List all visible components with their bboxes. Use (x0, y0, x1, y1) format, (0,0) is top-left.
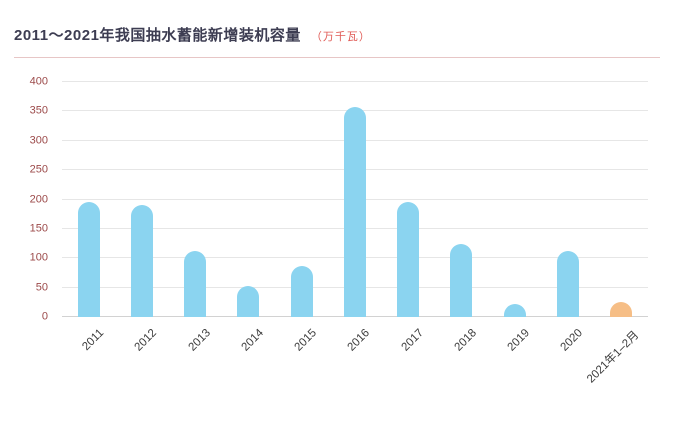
x-label-slot: 2021年1–2月 (584, 317, 648, 402)
bar-slot (382, 82, 435, 317)
unit-label: （万千瓦） (310, 31, 371, 43)
y-axis-tick-label: 200 (29, 193, 48, 205)
x-axis-tick-label: 2013 (186, 327, 213, 354)
chart-title: 2011～2021年我国抽水蓄能新增装机容量 (14, 27, 301, 44)
y-axis-tick-label: 150 (29, 222, 48, 235)
x-axis-tick-label: 2011 (80, 327, 107, 353)
y-axis-tick-label: 350 (29, 104, 48, 117)
y-axis-tick-label: 0 (41, 310, 48, 323)
bar-slot (115, 82, 168, 317)
bar-slot (488, 82, 541, 317)
chart-header: 2011～2021年我国抽水蓄能新增装机容量 （万千瓦） (0, 0, 674, 57)
bars-container (62, 82, 648, 317)
bar-slot (275, 82, 328, 317)
x-label-slot: 2011 (62, 317, 115, 402)
bar-2020 (557, 250, 580, 317)
y-axis-tick-label: 250 (29, 163, 48, 176)
bar-slot (541, 82, 594, 317)
bar-slot (435, 82, 488, 317)
x-axis-tick-label: 2019 (505, 327, 533, 354)
bar-slot (222, 82, 275, 317)
x-axis-tick-label: 2018 (452, 327, 479, 354)
x-axis-tick-label: 2020 (558, 327, 586, 354)
bar-slot (328, 82, 381, 317)
bar-slot (62, 82, 115, 317)
x-label-slot: 2018 (435, 317, 488, 402)
x-label-slot: 2019 (488, 317, 541, 402)
bar-2012 (130, 205, 153, 317)
title-divider (14, 57, 660, 58)
x-label-slot: 2016 (328, 317, 381, 402)
bar-2017 (397, 201, 420, 317)
x-axis-tick-label: 2015 (292, 327, 320, 354)
x-axis-tick-label: 2016 (345, 327, 373, 354)
x-label-slot: 2012 (115, 317, 168, 402)
y-axis-tick-label: 400 (29, 75, 48, 88)
bar-slot (169, 82, 222, 317)
y-axis-tick-label: 300 (29, 134, 48, 147)
x-label-slot: 2015 (275, 317, 328, 402)
bar-2018 (450, 243, 473, 317)
bar-2015 (290, 265, 313, 317)
x-label-slot: 2014 (222, 317, 275, 402)
x-axis: 2011 2012 2013 2014 2015 2016 2017 2018 2019 2020… (62, 317, 648, 402)
bar-2011 (77, 202, 100, 317)
y-axis: 0 50 100 150 200 250 300 350 400 (14, 76, 54, 322)
gridline (62, 81, 648, 82)
bar-2014 (237, 285, 260, 317)
x-axis-tick-label: 2012 (132, 327, 160, 354)
bar-2019 (503, 303, 526, 317)
y-axis-tick-label: 100 (29, 251, 48, 264)
x-axis-tick-label: 2017 (399, 327, 426, 354)
x-axis-tick-label: 2014 (239, 327, 266, 354)
bar-chart: 0 50 100 150 200 250 300 350 400 2011 2012 2013 201… (14, 74, 660, 414)
x-label-slot: 2020 (541, 317, 594, 402)
bar-2016 (343, 107, 366, 317)
x-label-slot: 2013 (169, 317, 222, 402)
y-axis-tick-label: 50 (35, 281, 48, 294)
bar-2021年1–2月 (610, 302, 633, 317)
bar-slot (595, 82, 648, 317)
bar-2013 (184, 250, 207, 317)
x-label-slot: 2017 (382, 317, 435, 402)
